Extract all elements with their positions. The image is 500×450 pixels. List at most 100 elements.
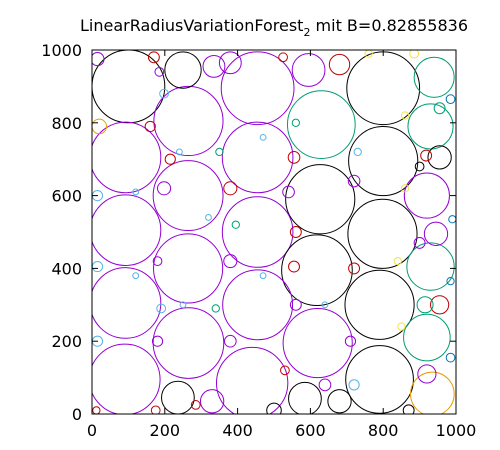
circle-mark-46: [414, 161, 425, 172]
circle-mark-79: [152, 256, 163, 266]
y-tick-label: 200: [51, 332, 82, 351]
circle-mark-11: [92, 194, 162, 266]
circle-mark-23: [345, 345, 414, 414]
chart-title-main: LinearRadiusVariationForest: [80, 16, 303, 35]
plot-frame: [91, 49, 457, 415]
circle-mark-45: [420, 149, 433, 162]
circle-mark-76: [150, 405, 161, 414]
circle-mark-78: [280, 365, 290, 376]
circle-mark-32: [291, 53, 326, 87]
circle-mark-35: [328, 53, 351, 76]
circle-mark-18: [344, 269, 415, 340]
circle-mark-89: [446, 277, 455, 286]
circle-mark-86: [409, 50, 420, 59]
circle-mark-25: [288, 381, 322, 414]
circle-mark-42: [266, 402, 282, 414]
circle-mark-5: [164, 51, 202, 89]
circle-mark-62: [288, 260, 300, 273]
circle-mark-94: [400, 111, 410, 120]
circle-mark-102: [179, 301, 187, 309]
circle-mark-69: [224, 334, 237, 348]
circle-mark-54: [144, 120, 156, 133]
circle-mark-91: [393, 256, 402, 266]
circle-mark-88: [448, 215, 456, 224]
circle-mark-67: [318, 378, 332, 392]
circle-mark-65: [348, 262, 361, 275]
chart-title-suffix: mit B=0.82855836: [310, 16, 468, 35]
circle-mark-63: [289, 298, 302, 311]
circle-mark-37: [423, 221, 449, 246]
circle-mark-81: [231, 220, 240, 229]
circle-mark-98: [205, 214, 212, 221]
circle-mark-66: [344, 335, 357, 347]
circle-mark-103: [321, 301, 329, 309]
circle-mark-53: [159, 88, 169, 99]
circle-mark-13: [347, 198, 418, 269]
circle-mark-82: [215, 147, 224, 157]
circle-mark-60: [287, 151, 301, 164]
circle-mark-27: [407, 103, 454, 150]
circle-mark-16: [92, 267, 162, 339]
circle-mark-50: [92, 52, 105, 67]
x-tick-label: 200: [150, 421, 181, 440]
circle-mark-56: [164, 153, 176, 165]
x-tick-label: 1000: [436, 421, 477, 440]
circle-mark-58: [223, 254, 238, 269]
circle-mark-90: [445, 352, 456, 363]
circle-mark-6: [92, 121, 162, 194]
circle-mark-71: [156, 303, 167, 314]
y-tick-label: 600: [51, 187, 82, 206]
circle-mark-22: [216, 346, 289, 414]
circle-mark-51: [147, 51, 160, 64]
circle-mark-38: [430, 295, 450, 315]
circle-mark-7: [221, 121, 294, 194]
circle-mark-17: [222, 269, 294, 341]
circle-mark-100: [132, 272, 140, 280]
circle-mark-95: [353, 147, 362, 157]
circle-mark-28: [403, 172, 450, 219]
circle-mark-80: [211, 304, 220, 313]
circles-layer: [92, 50, 456, 414]
y-tick-label: 1000: [41, 41, 82, 60]
circle-mark-55: [157, 181, 172, 196]
circle-mark-30: [403, 313, 451, 362]
circle-mark-24: [161, 380, 195, 414]
circle-mark-97: [175, 148, 183, 156]
circle-mark-15: [281, 234, 353, 307]
circle-mark-84: [278, 52, 288, 63]
circle-mark-20: [282, 307, 353, 379]
circle-mark-85: [364, 50, 373, 58]
y-tick-label: 0: [72, 405, 82, 424]
circle-mark-59: [282, 185, 295, 199]
chart-title: LinearRadiusVariationForest2 mit B=0.828…: [80, 16, 468, 39]
x-tick-label: 0: [87, 421, 97, 440]
circle-mark-36: [427, 145, 452, 170]
circle-mark-3: [286, 90, 356, 159]
circle-mark-14: [153, 233, 224, 304]
circle-mark-33: [202, 54, 226, 78]
circle-mark-44: [402, 404, 415, 414]
circle-mark-48: [433, 102, 446, 115]
x-tick-label: 400: [222, 421, 253, 440]
circle-mark-21: [92, 343, 161, 414]
circle-mark-34: [218, 51, 242, 75]
circle-mark-10: [285, 164, 356, 235]
circle-mark-96: [259, 133, 267, 141]
circle-mark-49: [92, 118, 108, 135]
circle-mark-93: [400, 184, 410, 193]
circle-mark-43: [327, 389, 352, 414]
y-tick-label: 800: [51, 114, 82, 133]
circle-mark-77: [190, 400, 201, 410]
circle-mark-0: [92, 50, 166, 124]
circle-mark-61: [289, 226, 302, 238]
circle-mark-68: [348, 379, 360, 391]
circle-mark-40: [417, 364, 437, 384]
circle-mark-70: [151, 335, 164, 347]
circle-mark-9: [152, 160, 224, 232]
circle-mark-99: [259, 272, 267, 280]
circle-mark-101: [132, 188, 140, 196]
circle-mark-92: [397, 322, 406, 331]
chart-title-subscript: 2: [303, 26, 310, 39]
circle-mark-87: [445, 94, 456, 105]
